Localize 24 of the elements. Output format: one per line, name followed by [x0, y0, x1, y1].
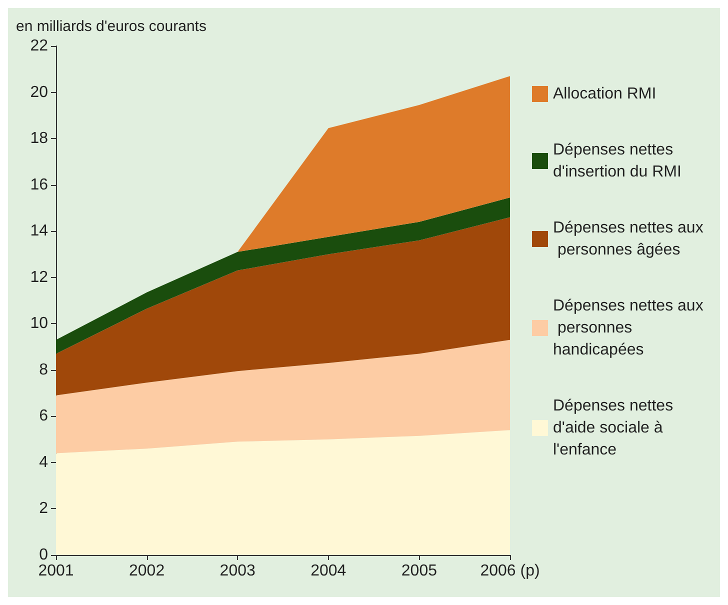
legend-label: Dépenses nettes aux personnes handicapées — [553, 298, 704, 358]
y-axis-title: en milliards d'euros courants — [16, 18, 206, 35]
legend-label: Dépenses nettes d'aide sociale à l'enfance — [553, 398, 678, 458]
y-tick-label: 8 — [39, 361, 48, 378]
y-tick-label: 10 — [30, 315, 48, 332]
x-tick-label: 2001 — [38, 562, 74, 580]
y-tick-label: 12 — [30, 268, 48, 286]
y-tick-label: 16 — [30, 176, 48, 194]
x-tick-label: 2003 — [220, 562, 256, 580]
y-tick-label: 6 — [39, 408, 48, 425]
x-tick-label: 2006 (p) — [480, 562, 540, 580]
x-tick-label: 2004 — [310, 562, 346, 580]
y-tick-label: 0 — [39, 546, 48, 564]
y-tick-label: 2 — [39, 500, 48, 518]
legend-label: Allocation RMI — [553, 86, 656, 102]
y-tick-label: 22 — [30, 38, 48, 54]
x-tick-label: 2005 — [401, 562, 438, 580]
legend-label: Dépenses nettes d'insertion du RMI — [553, 142, 682, 180]
y-tick-label: 14 — [30, 222, 48, 240]
y-tick-label: 4 — [39, 454, 48, 471]
y-tick-label: 20 — [30, 84, 48, 101]
y-tick-label: 18 — [30, 130, 48, 148]
legend-label: Dépenses nettes aux personnes âgées — [553, 220, 704, 258]
x-tick-label: 2002 — [129, 562, 165, 580]
